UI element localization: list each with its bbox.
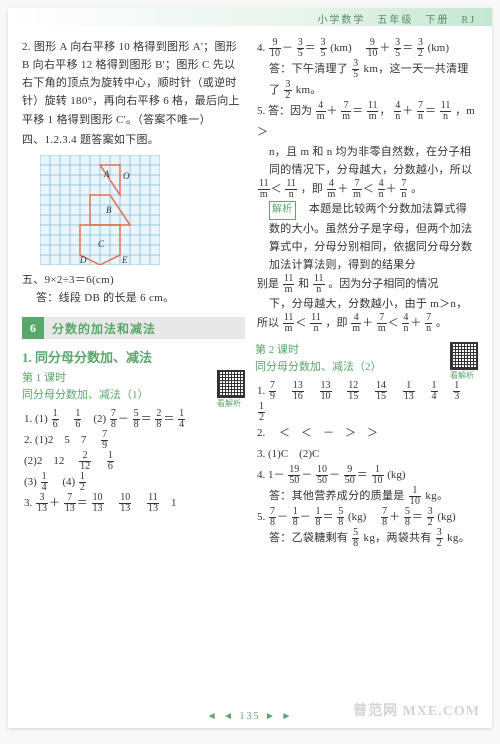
qr-label: 看解析 xyxy=(446,370,478,381)
grid-figure: A O B C D E xyxy=(40,155,160,265)
l3-line: 3. 313＋ 713＝ 1013 1013 1113 1 xyxy=(22,493,245,514)
svg-text:D: D xyxy=(79,255,87,265)
svg-text:C: C xyxy=(98,239,105,249)
qr-icon xyxy=(217,370,245,398)
r-q4: 4. 910－ 35＝ 35 (km) 910＋ 35＝ 32 (km) xyxy=(255,38,478,59)
q2-text: 2. 图形 A 向右平移 10 格得到图形 A'；图形 B 向右平移 12 格得… xyxy=(22,38,245,129)
lesson-1-num: 第 1 课时 xyxy=(22,370,149,387)
r5a-b: kg，两袋共有 xyxy=(364,532,432,544)
section-header: 6 分数的加法和减法 xyxy=(22,317,245,339)
ana-t2: 别是 xyxy=(257,278,279,290)
rq4-km2: (km) xyxy=(428,42,449,54)
header-text: 小学数学 五年级 下册 RJ xyxy=(317,11,476,26)
analysis-block: 解析 本题是比较两个分数加法算式得数的大小。虽然分子是字母，但两个加法算式中，分… xyxy=(255,200,478,274)
rq4a-c: 了 xyxy=(269,84,280,96)
ana-3: 下，分母越大，分数越小，由于 m＞n， xyxy=(255,295,478,313)
r3-line: 3. (1)C (2)C xyxy=(255,444,478,465)
ana-t1: 本题是比较两个分数加法算式得数的大小。虽然分子是字母，但两个加法算式中，分母分别… xyxy=(269,203,472,271)
q5-line2: 答：线段 DB 的长是 6 cm。 xyxy=(22,289,245,307)
rq5-a: 5. 答：因为 xyxy=(257,105,315,117)
l3b-text: (4) xyxy=(62,476,75,488)
r5-line: 5. 78－ 18－ 18＝ 58 (kg) 78＋ 58＝ 32 (kg) xyxy=(255,507,478,528)
r1-prefix: 1. xyxy=(257,385,268,397)
l2b-text: (2)2 12 xyxy=(24,455,75,467)
r4a-b: kg。 xyxy=(425,490,448,502)
rq4-prefix: 4. xyxy=(257,42,268,54)
r-q5c: n，且 m 和 n 均为非零自然数，在分子相同的情况下，分母越大，分数越小，所以 xyxy=(255,143,478,179)
r4-kg: (kg) xyxy=(387,469,405,481)
svg-text:A: A xyxy=(103,169,110,179)
l1-line: 1. (1) 16 16 (2) 78－ 58＝ 28＝ 14 xyxy=(22,409,245,430)
l2a-prefix: 2. (1)2 5 7 xyxy=(24,434,97,446)
r5a-a: 答：乙袋糖剩有 xyxy=(269,532,348,544)
svg-text:E: E xyxy=(121,255,128,265)
l2a-line: 2. (1)2 5 7 79 xyxy=(22,430,245,451)
ana-t2b: 。因为分子相同的情况 xyxy=(328,278,438,290)
r4-prefix: 4. xyxy=(257,469,268,481)
rq4a-d: km。 xyxy=(296,84,322,96)
rq5e-text: 。 xyxy=(411,183,422,195)
r1-line: 1. 79 1316 1310 1215 1415 113 14 13 12 xyxy=(255,381,478,423)
r5-ans: 答：乙袋糖剩有 58 kg，两袋共有 32 kg。 xyxy=(255,528,478,549)
r-q4-ans: 答：下午清理了 35 km，这一天一共清理 xyxy=(255,59,478,80)
l3ab-line: (3) 14 (4) 12 xyxy=(22,472,245,493)
rq5d-text: ，即 xyxy=(301,183,326,195)
analysis-label: 解析 xyxy=(269,201,296,220)
svg-text:O: O xyxy=(123,171,130,181)
l3a-text: (3) xyxy=(24,476,37,488)
ana-t4b: ，即 xyxy=(326,317,348,329)
r-q5: 5. 答：因为 4m＋ 7m＝ 11m， 4n＋ 7n＝ 11n ，m＞ xyxy=(255,101,478,143)
q5-line1: 五、9×2÷3＝6(cm) xyxy=(22,271,245,289)
rq4a-a: 答：下午清理了 xyxy=(269,63,348,75)
ana-t4: 所以 xyxy=(257,317,279,329)
svg-text:B: B xyxy=(106,205,112,215)
lesson-2-num: 第 2 课时 xyxy=(255,342,382,359)
r2-line: 2. ＜ ＜ － ＞ ＞ xyxy=(255,423,478,444)
rq4-km1: (km) xyxy=(330,42,362,54)
l2b-line: (2)2 12 212 16 xyxy=(22,451,245,472)
ana-t4c: 。 xyxy=(436,317,447,329)
lesson-2-header: 第 2 课时 同分母分数加、减法（2） 看解析 xyxy=(255,342,478,381)
section-badge: 6 xyxy=(22,317,44,339)
r4-ans: 答：其他营养成分的质量是 110 kg。 xyxy=(255,486,478,507)
l3-prefix: 3. xyxy=(24,497,35,509)
ana-4: 所以 11m＜ 11n ，即 4m＋ 7m＜ 4n＋ 7n 。 xyxy=(255,313,478,334)
r-q4-ans2: 了 32 km。 xyxy=(255,80,478,101)
watermark: 普范网 MXE.COM xyxy=(353,700,480,720)
lesson-2-title: 同分母分数加、减法（2） xyxy=(255,359,382,376)
r-q5d: 11m＜ 11n ，即 4m＋ 7m＜ 4n＋ 7n 。 xyxy=(255,179,478,200)
q4-heading: 四、1.2.3.4 题答案如下图。 xyxy=(22,131,245,149)
lesson-1-header: 第 1 课时 同分母分数加、减法（1） 看解析 xyxy=(22,370,245,409)
r5-kg2: (kg) xyxy=(437,511,455,523)
r5a-c: kg。 xyxy=(447,532,470,544)
l1-prefix: 1. (1) xyxy=(24,413,48,425)
r5-kg: (kg) xyxy=(348,511,377,523)
r5-prefix: 5. xyxy=(257,511,268,523)
section-title: 分数的加法和减法 xyxy=(52,320,156,337)
rq4a-b: km，这一天一共清理 xyxy=(364,63,469,75)
ana-2: 别是 11m 和 11n 。因为分子相同的情况 xyxy=(255,274,478,295)
r4a-a: 答：其他营养成分的质量是 xyxy=(269,490,405,502)
qr-icon xyxy=(450,342,478,370)
r4-line: 4. 1－ 1950－ 1050－ 950＝ 110 (kg) xyxy=(255,465,478,486)
qr-label: 看解析 xyxy=(213,398,245,409)
subsection-heading: 1. 同分母分数加、减法 xyxy=(22,347,245,366)
lesson-1-title: 同分母分数加、减法（1） xyxy=(22,387,149,404)
